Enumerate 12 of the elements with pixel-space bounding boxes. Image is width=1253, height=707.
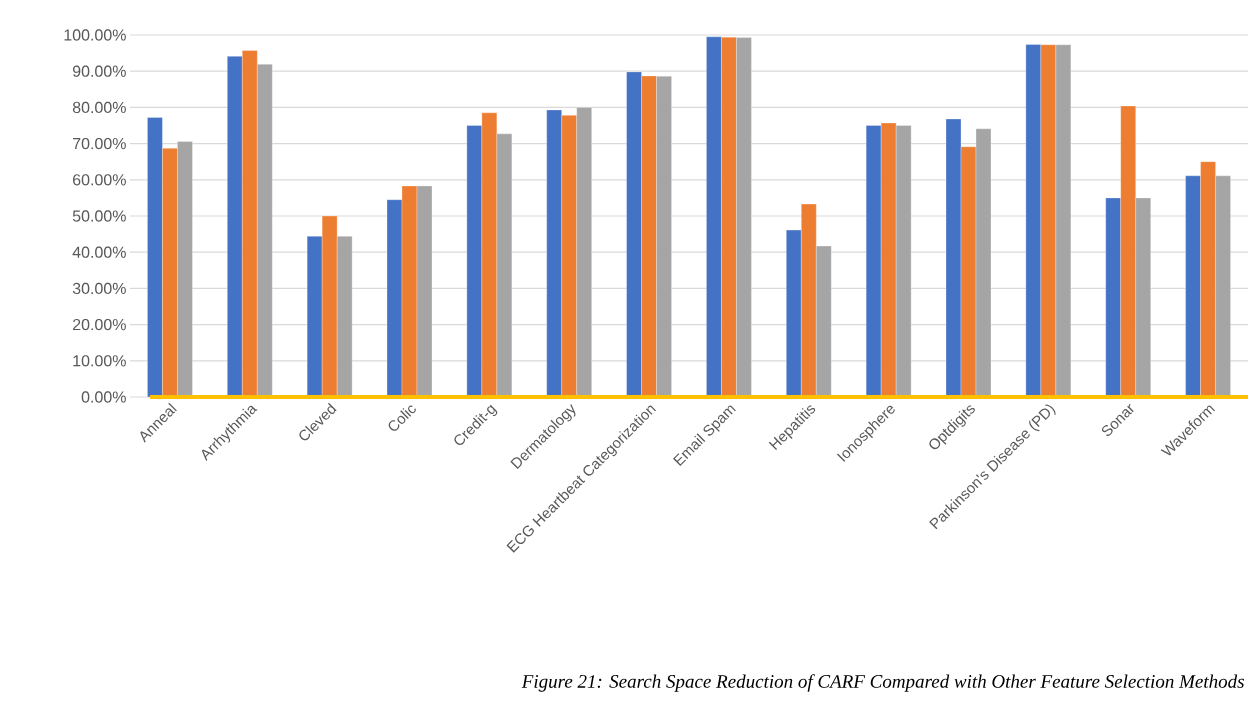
caption: Figure 21: Search Space Reduction of CARF Compared with Other Feature Selection Methods — [521, 674, 1244, 692]
y-tick-label: 30.00% — [72, 282, 126, 295]
y-tick-label: 90.00% — [72, 65, 126, 77]
y-tick-label: 20.00% — [73, 318, 126, 331]
y-tick-label: 80.00% — [72, 101, 126, 114]
y-tick-label: 100.00% — [64, 29, 126, 41]
y-tick-label: 70.00% — [73, 137, 126, 150]
y-tick-label: 40.00% — [72, 246, 126, 258]
y-tick-label: 0.00% — [81, 391, 126, 403]
y-tick-label: 50.00% — [72, 210, 126, 222]
y-tick-label: 10.00% — [73, 355, 126, 367]
y-tick-label: 60.00% — [73, 174, 126, 186]
